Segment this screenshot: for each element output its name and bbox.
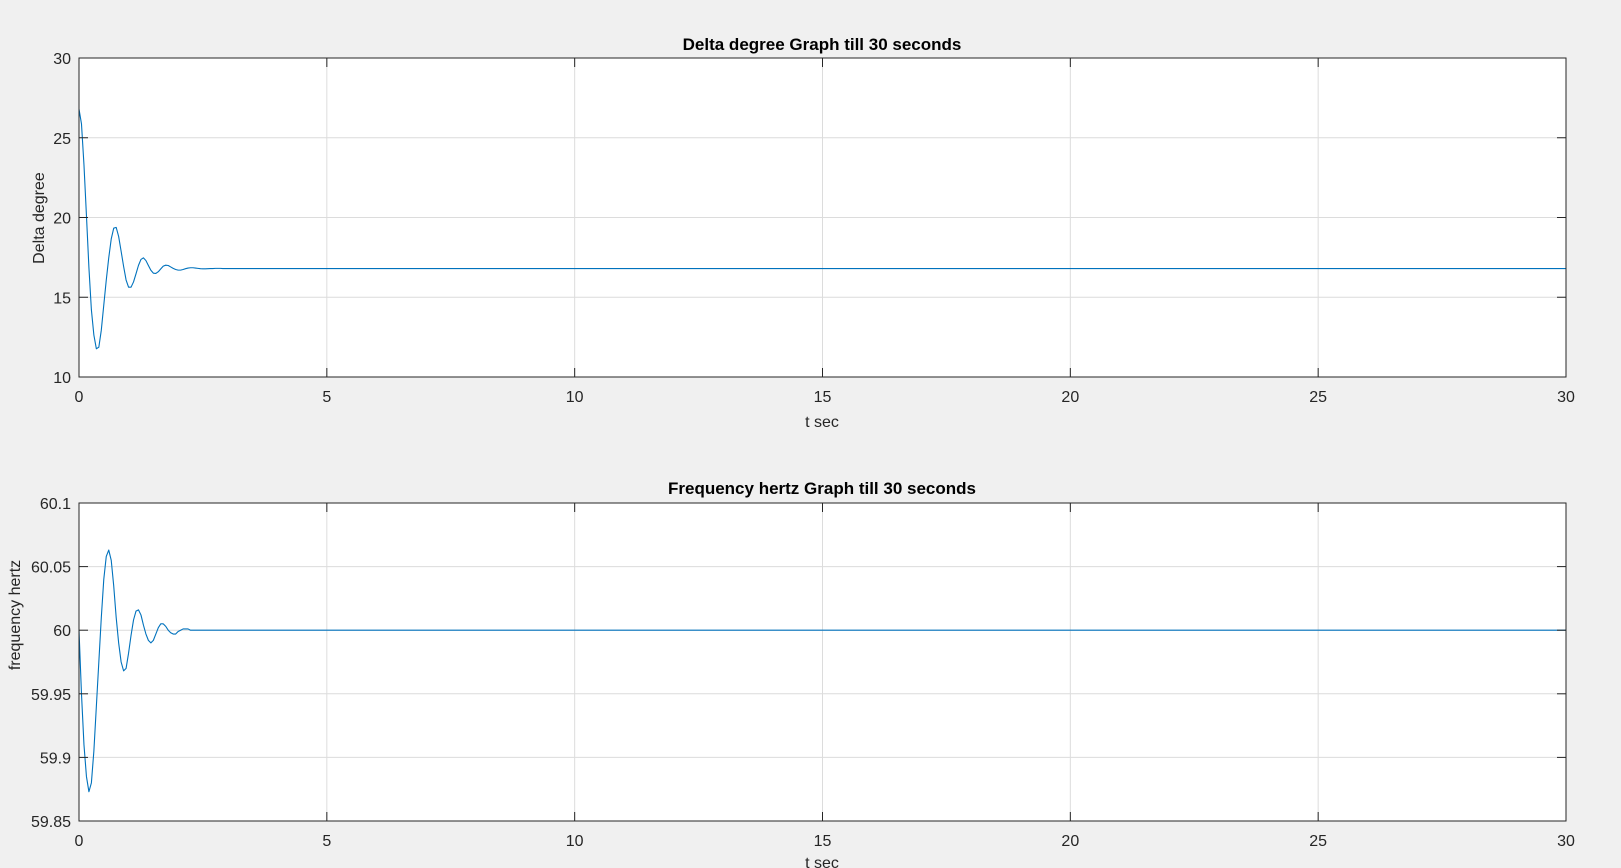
y-tick-label: 60.05 xyxy=(31,560,71,577)
x-tick-label: 0 xyxy=(75,389,84,406)
plot-title: Delta degree Graph till 30 seconds xyxy=(683,35,962,54)
x-tick-label: 10 xyxy=(566,833,584,850)
x-tick-label: 25 xyxy=(1309,833,1327,850)
y-tick-label: 60 xyxy=(53,623,71,640)
x-tick-label: 10 xyxy=(566,389,584,406)
x-axis-label: t sec xyxy=(805,855,839,868)
y-tick-label: 60.1 xyxy=(40,496,71,513)
plot-title: Frequency hertz Graph till 30 seconds xyxy=(668,479,976,498)
y-axis-label: frequency hertz xyxy=(7,560,24,670)
series-line-frequency xyxy=(78,549,1566,793)
x-axis-label: t sec xyxy=(805,414,839,431)
y-axis-label: Delta degree xyxy=(31,172,48,264)
x-tick-label: 30 xyxy=(1557,833,1575,850)
y-tick-label: 59.85 xyxy=(31,814,71,831)
y-tick-label: 59.95 xyxy=(31,687,71,704)
y-tick-label: 30 xyxy=(53,51,71,68)
x-tick-label: 5 xyxy=(322,389,331,406)
y-tick-label: 15 xyxy=(53,290,71,307)
x-tick-label: 0 xyxy=(75,833,84,850)
x-tick-label: 20 xyxy=(1061,389,1079,406)
x-tick-label: 25 xyxy=(1309,389,1327,406)
series-line-delta xyxy=(78,108,1566,350)
y-tick-label: 59.9 xyxy=(40,750,71,767)
delta-degree-plot: Delta degree Graph till 30 seconds t sec… xyxy=(31,35,1575,431)
x-tick-label: 20 xyxy=(1061,833,1079,850)
y-tick-label: 10 xyxy=(53,370,71,387)
frequency-hertz-plot: Frequency hertz Graph till 30 seconds t … xyxy=(7,479,1575,868)
x-tick-label: 15 xyxy=(814,833,832,850)
x-tick-label: 30 xyxy=(1557,389,1575,406)
y-tick-label: 20 xyxy=(53,211,71,228)
x-tick-label: 5 xyxy=(322,833,331,850)
y-tick-label: 25 xyxy=(53,131,71,148)
x-tick-label: 15 xyxy=(814,389,832,406)
